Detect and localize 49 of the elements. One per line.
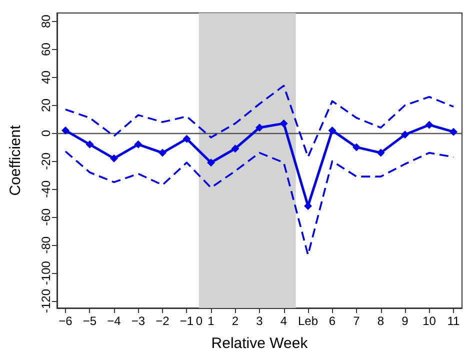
x-tick-label: −6	[58, 314, 73, 328]
x-tick-label: −1	[180, 314, 194, 328]
y-tick-label: -60	[39, 208, 53, 226]
x-tick-label: 2	[232, 314, 239, 328]
x-tick-label: 9	[402, 314, 409, 328]
x-tick-label: 6	[328, 314, 336, 328]
x-tick-label: 10	[422, 314, 436, 328]
x-tick-label: 3	[256, 314, 264, 328]
x-tick-label: −4	[107, 314, 122, 328]
point	[280, 119, 288, 128]
x-tick-label: −3	[131, 314, 146, 328]
y-tick-label: -20	[39, 152, 53, 170]
x-tick-label: 4	[280, 314, 288, 328]
y-tick-label: 60	[39, 42, 53, 56]
point	[158, 148, 166, 157]
x-tick-label: −2	[156, 314, 170, 328]
y-tick-label: -120	[39, 288, 53, 314]
line-series	[64, 84, 454, 158]
x-tick-label: 7	[353, 314, 360, 328]
point	[86, 140, 94, 148]
y-tick-label: 80	[39, 14, 53, 28]
y-tick-label: -80	[39, 236, 53, 254]
text: 0	[196, 314, 203, 328]
point	[182, 134, 191, 143]
x-tick-label: 1	[208, 314, 215, 328]
point	[328, 126, 336, 134]
x-tick-label: −5	[82, 314, 97, 328]
point	[206, 158, 215, 167]
point	[256, 124, 264, 132]
line-series	[64, 150, 454, 256]
point	[425, 120, 434, 129]
x-tick-label: 8	[377, 314, 384, 328]
point	[450, 128, 458, 136]
x-tick-label: 11	[447, 314, 460, 328]
point	[61, 126, 70, 134]
point	[352, 143, 361, 152]
y-tick-label: -40	[39, 180, 53, 198]
point	[110, 154, 118, 162]
y-tick-label: -100	[39, 260, 53, 286]
x-axis-title: Relative Week	[211, 335, 308, 352]
point	[134, 140, 142, 148]
point	[231, 144, 240, 153]
x-tick-label: Leb	[298, 314, 318, 328]
point	[376, 148, 385, 157]
point	[401, 130, 410, 139]
y-tick-label: 40	[39, 70, 53, 84]
y-tick-label: 20	[39, 98, 53, 112]
y-axis-title: Coefficient	[7, 124, 24, 196]
y-tick-label: 0	[39, 130, 53, 137]
